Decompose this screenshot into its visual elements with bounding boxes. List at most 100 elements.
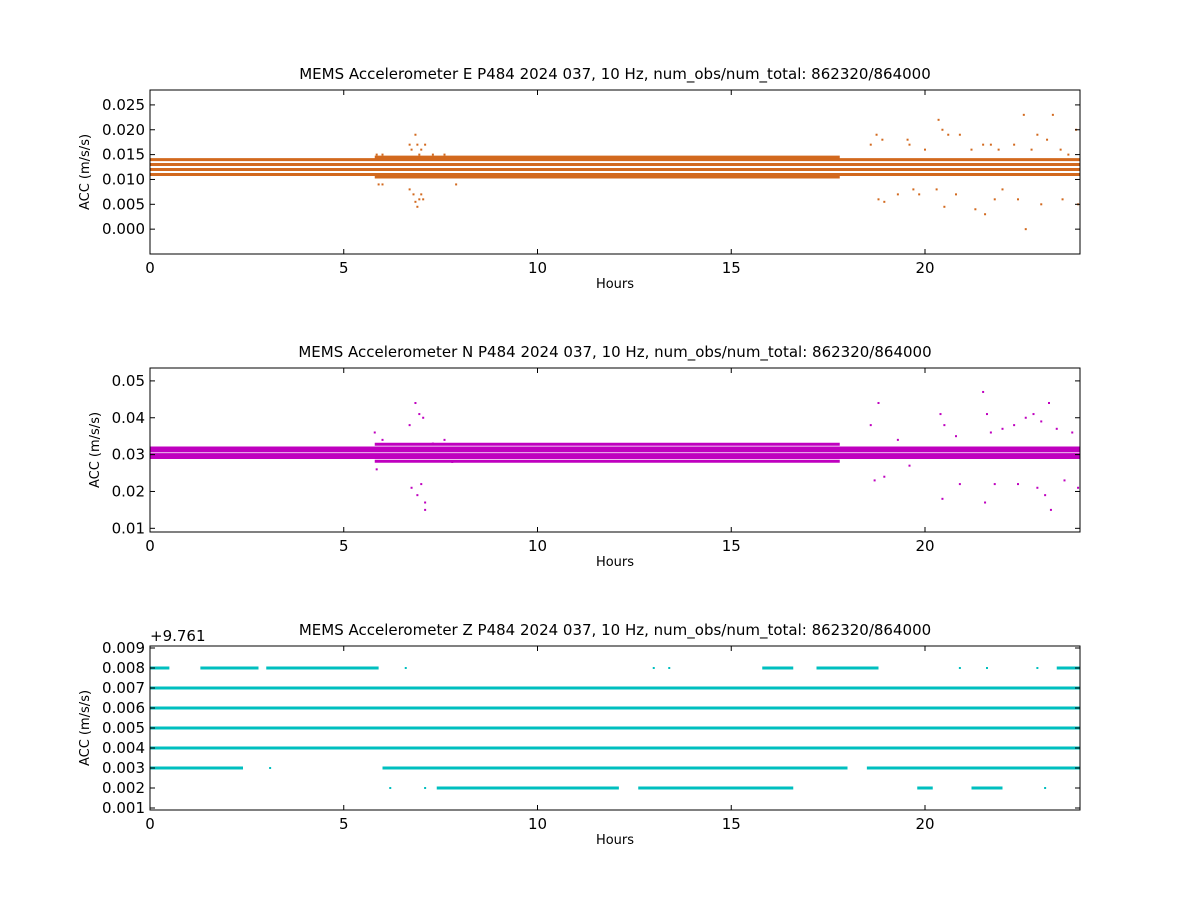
north-point-33 xyxy=(1017,483,1019,486)
east-point-9 xyxy=(420,148,423,151)
vertical-y-tick-label-1: 0.002 xyxy=(102,779,145,797)
east-x-tick-label-1: 5 xyxy=(339,259,349,277)
east-y-tick-label-4: 0.020 xyxy=(102,121,145,139)
panel-east-x-ticks: 0 5 10 15 20 xyxy=(145,90,935,277)
panel-east-frame xyxy=(149,89,1081,255)
east-point-55 xyxy=(1051,113,1054,116)
north-point-16 xyxy=(873,479,876,482)
east-point-45 xyxy=(997,148,1000,151)
east-point-26 xyxy=(896,193,899,196)
east-point-56 xyxy=(1059,148,1062,151)
north-point-26 xyxy=(982,390,985,393)
east-point-34 xyxy=(943,205,946,208)
north-point-14 xyxy=(451,460,454,463)
panel-vertical-y-ticks: 0.001 0.002 0.003 0.004 0.005 0.006 0.007 0.008… xyxy=(102,639,1080,817)
north-point-18 xyxy=(883,475,886,478)
north-point-41 xyxy=(1055,427,1058,430)
panel-north-y-ticks: 0.01 0.02 0.03 0.04 0.05 xyxy=(112,372,1080,537)
east-point-2 xyxy=(377,183,380,186)
east-point-40 xyxy=(974,208,977,211)
north-point-3 xyxy=(408,424,411,427)
north-point-19 xyxy=(896,438,899,441)
panel-vertical-x-label: Hours xyxy=(596,833,634,848)
vertical-point-8 xyxy=(1044,787,1047,789)
north-point-15 xyxy=(869,424,872,427)
east-point-1 xyxy=(381,153,384,156)
north-point-20 xyxy=(908,464,911,467)
north-y-tick-label-4: 0.05 xyxy=(112,372,145,390)
east-point-15 xyxy=(418,198,421,201)
north-point-8 xyxy=(420,483,423,486)
east-point-22 xyxy=(875,133,878,136)
east-point-17 xyxy=(422,198,425,201)
north-point-7 xyxy=(418,413,421,416)
east-y-tick-label-0: 0.000 xyxy=(102,220,145,238)
north-point-32 xyxy=(1013,424,1016,427)
east-x-tick-label-2: 10 xyxy=(528,259,547,277)
east-point-44 xyxy=(993,198,996,201)
panel-vertical-title: MEMS Accelerometer Z P484 2024 037, 10 H… xyxy=(299,621,931,640)
vertical-y-tick-label-4: 0.005 xyxy=(102,719,145,737)
vertical-point-6 xyxy=(389,787,392,789)
panel-east-marks xyxy=(150,113,1080,231)
panel-north-y-label: ACC (m/s/s) xyxy=(88,412,103,488)
north-point-17 xyxy=(877,402,880,405)
panel-vertical-offset-label: +9.761 xyxy=(150,627,206,645)
vertical-x-tick-label-0: 0 xyxy=(145,815,155,833)
panel-north-frame xyxy=(149,367,1081,533)
east-y-tick-label-1: 0.005 xyxy=(102,195,145,213)
east-point-38 xyxy=(955,193,957,196)
vertical-y-tick-label-7: 0.008 xyxy=(102,659,145,677)
east-point-25 xyxy=(883,200,886,203)
east-point-24 xyxy=(877,198,880,201)
east-point-13 xyxy=(414,200,417,203)
vertical-y-tick-label-2: 0.003 xyxy=(102,759,145,777)
north-point-29 xyxy=(989,431,992,434)
east-point-7 xyxy=(416,143,419,146)
vertical-point-2 xyxy=(668,667,671,669)
vertical-point-3 xyxy=(958,667,961,669)
north-y-tick-label-1: 0.02 xyxy=(112,482,145,500)
north-x-tick-label-4: 20 xyxy=(915,537,934,555)
vertical-point-9 xyxy=(269,767,272,769)
north-y-tick-label-3: 0.04 xyxy=(112,409,145,427)
vertical-x-tick-label-1: 5 xyxy=(339,815,349,833)
panel-north: MEMS Accelerometer N P484 2024 037, 10 H… xyxy=(88,343,1081,570)
vertical-x-tick-label-2: 10 xyxy=(528,815,547,833)
north-x-tick-label-0: 0 xyxy=(145,537,155,555)
east-point-10 xyxy=(424,143,427,146)
north-x-tick-label-2: 10 xyxy=(528,537,547,555)
east-point-4 xyxy=(408,143,411,146)
east-point-42 xyxy=(984,213,987,216)
east-point-48 xyxy=(1017,198,1019,201)
vertical-y-tick-label-3: 0.004 xyxy=(102,739,145,757)
north-point-38 xyxy=(1044,494,1047,497)
east-x-tick-label-0: 0 xyxy=(145,259,155,277)
east-y-tick-label-3: 0.015 xyxy=(102,146,145,164)
north-point-23 xyxy=(943,424,946,427)
east-point-52 xyxy=(1036,133,1039,136)
panel-north-x-ticks: 0 5 10 15 20 xyxy=(145,368,935,555)
north-point-30 xyxy=(993,483,996,486)
north-point-39 xyxy=(1048,402,1050,405)
north-point-22 xyxy=(941,497,944,500)
east-point-43 xyxy=(989,143,992,146)
panel-east-x-label: Hours xyxy=(596,277,634,292)
vertical-y-tick-label-6: 0.007 xyxy=(102,679,145,697)
vertical-x-tick-label-3: 15 xyxy=(722,815,741,833)
east-point-28 xyxy=(908,143,911,146)
panel-vertical-x-ticks: 0 5 10 15 20 xyxy=(145,646,935,833)
vertical-point-5 xyxy=(1036,667,1039,669)
north-point-12 xyxy=(431,442,434,445)
east-point-8 xyxy=(418,153,421,156)
north-point-21 xyxy=(939,413,942,416)
east-point-53 xyxy=(1040,203,1043,206)
north-x-tick-label-3: 15 xyxy=(722,537,741,555)
east-point-0 xyxy=(375,153,378,156)
vertical-point-7 xyxy=(424,787,427,789)
east-point-12 xyxy=(412,193,415,196)
east-x-tick-label-4: 20 xyxy=(915,259,934,277)
vertical-y-tick-label-5: 0.006 xyxy=(102,699,145,717)
panel-north-marks xyxy=(150,390,1080,511)
east-point-49 xyxy=(1022,113,1025,116)
